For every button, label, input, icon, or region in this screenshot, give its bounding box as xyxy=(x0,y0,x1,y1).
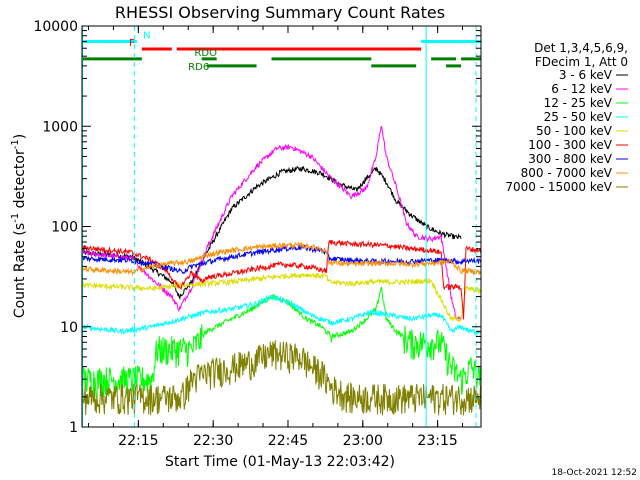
y-axis-label: Count Rate (s-1 detector-1) xyxy=(10,134,28,318)
series-line-4 xyxy=(81,272,482,323)
chart-title: RHESSI Observing Summary Count Rates xyxy=(115,3,445,22)
series-line-3 xyxy=(81,294,482,336)
state-bar-label-4: RD6 xyxy=(188,62,209,73)
series-line-5 xyxy=(81,239,482,320)
y-axis-label-end: ) xyxy=(12,134,28,139)
legend-label-3: 25 - 50 keV xyxy=(544,110,613,124)
x-axis: 22:15 22:30 22:45 23:00 23:15 xyxy=(87,26,464,449)
legend-label-1: 6 - 12 keV xyxy=(551,82,613,96)
timestamp: 18-Oct-2021 12:52 xyxy=(552,468,637,478)
legend-label-8: 7000 - 15000 keV xyxy=(505,180,612,194)
legend-label-6: 300 - 800 keV xyxy=(528,152,612,166)
state-vlines xyxy=(81,26,477,427)
y-axis-label-mid: detector xyxy=(12,149,28,213)
plot-area xyxy=(81,125,482,416)
x-tick-label-2: 22:45 xyxy=(268,433,308,449)
state-bar-label-3: RDO xyxy=(194,48,217,59)
legend-header-1: FDecim 1, Att 0 xyxy=(535,55,628,69)
series-line-1 xyxy=(81,125,462,322)
legend: Det 1,3,4,5,6,9,FDecim 1, Att 03 - 6 keV… xyxy=(505,41,628,194)
legend-label-4: 50 - 100 keV xyxy=(536,124,613,138)
legend-label-7: 800 - 7000 keV xyxy=(521,166,613,180)
x-tick-label-1: 22:30 xyxy=(193,433,233,449)
y-tick-label-1: 10 xyxy=(60,320,78,336)
legend-header-0: Det 1,3,4,5,6,9, xyxy=(534,41,628,55)
legend-label-0: 3 - 6 keV xyxy=(559,68,613,82)
x-tick-label-0: 22:15 xyxy=(118,433,158,449)
legend-label-2: 12 - 25 keV xyxy=(544,96,613,110)
state-bar-label-0: N xyxy=(143,31,150,42)
y-axis-label-exp2: -1 xyxy=(10,139,21,149)
legend-label-5: 100 - 300 keV xyxy=(528,138,612,152)
y-tick-label-3: 1000 xyxy=(42,119,78,135)
y-tick-label-4: 10000 xyxy=(33,19,78,35)
state-bars: NF RDO RD6 xyxy=(82,31,481,73)
series-line-2 xyxy=(81,286,482,399)
x-axis-label: Start Time (01-May-13 22:03:42) xyxy=(165,454,395,470)
y-axis-label-main: Count Rate (s xyxy=(12,223,28,318)
x-tick-label-3: 23:00 xyxy=(343,433,383,449)
series-line-7 xyxy=(81,241,482,277)
y-axis: 1 10 100 1000 10000 xyxy=(33,19,481,436)
series-line-0 xyxy=(81,165,462,301)
y-tick-label-0: 1 xyxy=(69,420,78,436)
y-axis-label-exp1: -1 xyxy=(10,213,21,223)
series-line-8 xyxy=(81,340,482,416)
x-tick-label-4: 23:15 xyxy=(417,433,457,449)
y-tick-label-2: 100 xyxy=(51,220,78,236)
series-line-6 xyxy=(81,243,482,275)
state-bar-label-2: F xyxy=(129,38,135,49)
